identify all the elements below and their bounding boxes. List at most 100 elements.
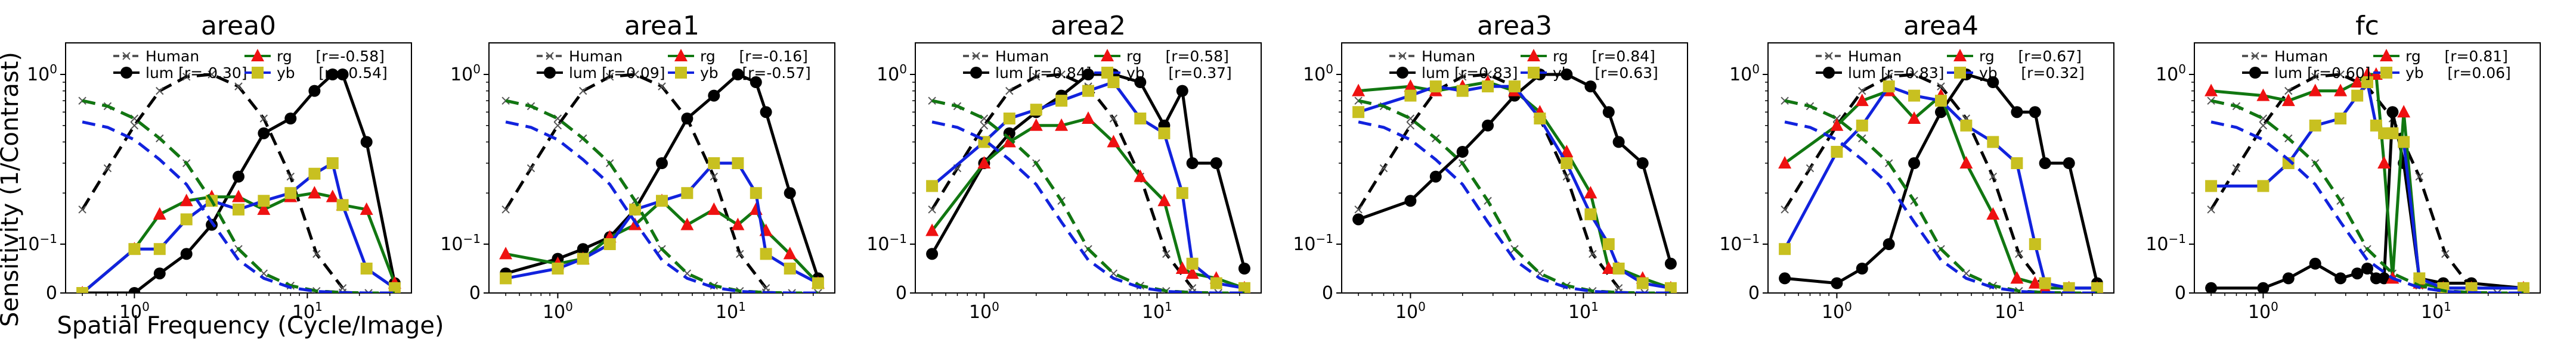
human-point [234, 82, 243, 91]
lum-point [1831, 277, 1843, 289]
lum-point [180, 248, 193, 260]
yb-point [1210, 277, 1222, 289]
yb-point [308, 167, 321, 180]
rg-line [1358, 80, 1671, 290]
human-point [2207, 205, 2215, 214]
lum-point [1664, 257, 1677, 270]
legend-rg-marker [2380, 49, 2393, 61]
legend-label: yb [r=-0.54] [277, 64, 388, 82]
yb-point [1238, 282, 1250, 293]
legend-rg-marker [1953, 49, 1967, 61]
lum-line [82, 73, 397, 293]
rg-point [783, 247, 797, 260]
rg-point [2281, 93, 2295, 107]
yb-point [577, 252, 589, 265]
rg-point [1986, 207, 2000, 220]
human-point [1614, 284, 1623, 292]
rg-point [1029, 118, 1043, 131]
legend-lum-marker [544, 67, 556, 79]
lum-point [1352, 213, 1365, 226]
rg-point [2334, 83, 2348, 96]
lum-point [2309, 257, 2321, 270]
legend-lum-marker [1397, 67, 1408, 79]
legend-label: Human [2274, 48, 2328, 65]
human-point [130, 121, 139, 130]
yb-point [708, 157, 720, 170]
lum-point [708, 89, 720, 102]
yb-point [1960, 119, 1973, 132]
lum-point [326, 68, 339, 80]
yb-point [1856, 119, 1868, 132]
yb-point [326, 157, 339, 170]
lum-point [1561, 68, 1573, 80]
y-tick-label: 10−1 [866, 232, 907, 255]
legend-label: Human [1422, 48, 1475, 65]
y-tick-label: 10−1 [17, 232, 57, 255]
human-point [1858, 86, 1866, 95]
y-tick-label: 0 [1748, 283, 1760, 304]
rg-point [2351, 75, 2364, 88]
yb-point [681, 187, 693, 199]
human-point [788, 289, 796, 293]
yb-point [1352, 106, 1365, 119]
rg-point [1157, 194, 1171, 207]
lum-point [128, 287, 141, 293]
lum-point [1779, 272, 1791, 285]
human-point [1354, 205, 1363, 214]
yb-point [1908, 89, 1921, 102]
series-layer [1352, 68, 1677, 293]
rg-point [1908, 111, 1921, 124]
legend-label: lum [r=0.60] [2274, 64, 2371, 82]
rg-point [1830, 118, 1844, 131]
yb-point [336, 199, 349, 211]
y-tick-label: 10−1 [1293, 232, 1333, 255]
human-point [2311, 73, 2320, 81]
rg-point [499, 247, 513, 260]
yb-point [1935, 95, 1947, 107]
y-tick-label: 100 [2156, 62, 2186, 85]
x-tick-label: 101 [716, 300, 746, 323]
legend-label: rg [r=0.67] [1979, 48, 2082, 65]
rg-point [1584, 186, 1597, 199]
human-point [78, 205, 86, 214]
human-point [1109, 114, 1118, 123]
x-tick-label: 100 [2248, 300, 2278, 323]
x-tick-label: 100 [1822, 300, 1852, 323]
yb-point [1779, 243, 1791, 255]
legend-label: yb [r=0.37] [1126, 64, 1232, 82]
rg-point [179, 194, 193, 207]
x-tick-label: 101 [2421, 300, 2451, 323]
human-point [553, 121, 562, 130]
legend-label: lum [r=0.84] [995, 64, 1092, 82]
human-point [312, 250, 321, 258]
human-rg-reference [931, 99, 1244, 293]
human-point [182, 73, 191, 81]
human-point [2441, 250, 2450, 258]
lum-point [1082, 68, 1094, 80]
yb-point [2029, 238, 2041, 250]
yb-point [1534, 112, 1546, 124]
lum-line [1358, 73, 1673, 264]
human-yb-reference [82, 120, 395, 293]
human-point [1640, 289, 1649, 293]
yb-point [812, 277, 824, 289]
human-point [1057, 70, 1066, 79]
rg-point [1107, 135, 1120, 148]
legend-label: rg [r=0.58] [1126, 48, 1229, 65]
legend-human-marker [1398, 52, 1407, 60]
lum-point [926, 248, 939, 260]
human-point [579, 86, 587, 95]
legend-label: rg [r=-0.58] [277, 48, 385, 65]
human-point [501, 205, 510, 214]
yb-point [388, 282, 401, 293]
lum-point [1456, 145, 1469, 158]
yb-point [2437, 282, 2450, 293]
yb-point [2039, 277, 2051, 289]
rg-point [2397, 105, 2411, 118]
lum-point [1908, 157, 1921, 170]
